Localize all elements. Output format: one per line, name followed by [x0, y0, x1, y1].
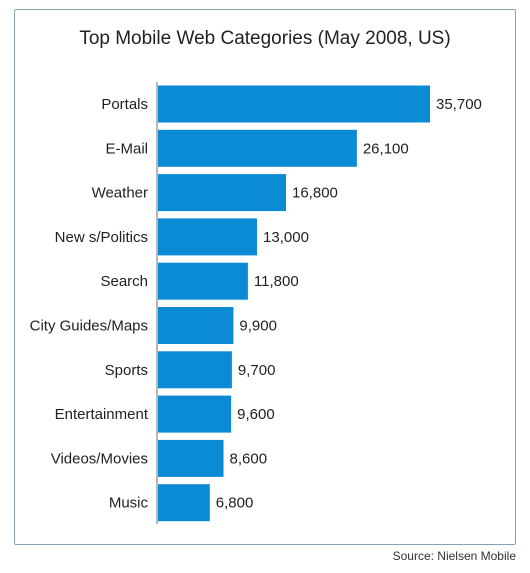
bar-music: [158, 484, 210, 522]
chart-title: Top Mobile Web Categories (May 2008, US): [79, 28, 451, 49]
value-label-sports: 9,700: [238, 362, 276, 379]
category-label-new-s-politics: New s/Politics: [55, 229, 148, 246]
value-label-entertainment: 9,600: [237, 406, 275, 423]
bar-portals: [158, 85, 430, 123]
value-label-city-guides-maps: 9,900: [239, 318, 277, 335]
value-label-weather: 16,800: [292, 185, 338, 202]
category-label-weather: Weather: [92, 185, 148, 202]
bar-search: [158, 262, 248, 300]
bar-e-mail: [158, 129, 357, 167]
bar-entertainment: [158, 395, 232, 433]
value-label-search: 11,800: [254, 273, 299, 290]
bar-new-s-politics: [158, 218, 258, 256]
category-label-portals: Portals: [101, 96, 148, 113]
category-label-entertainment: Entertainment: [55, 406, 149, 423]
source-note: Source: Nielsen Mobile: [392, 549, 516, 563]
bar-videos-movies: [158, 439, 224, 477]
value-label-new-s-politics: 13,000: [263, 229, 309, 246]
category-label-city-guides-maps: City Guides/Maps: [30, 318, 148, 335]
value-label-music: 6,800: [216, 495, 254, 512]
bars-layer: Portals 35,700 E-Mail 26,100 Weather 16,800 Ne…: [30, 85, 482, 522]
category-label-e-mail: E-Mail: [105, 140, 148, 157]
value-label-portals: 35,700: [436, 96, 482, 113]
bar-sports: [158, 351, 232, 389]
category-label-music: Music: [109, 495, 149, 512]
bar-city-guides-maps: [158, 307, 234, 344]
value-label-videos-movies: 8,600: [230, 450, 268, 467]
category-label-videos-movies: Videos/Movies: [51, 450, 148, 467]
category-label-sports: Sports: [105, 362, 148, 379]
category-label-search: Search: [100, 273, 148, 290]
bar-weather: [158, 174, 286, 212]
value-label-e-mail: 26,100: [363, 140, 409, 157]
